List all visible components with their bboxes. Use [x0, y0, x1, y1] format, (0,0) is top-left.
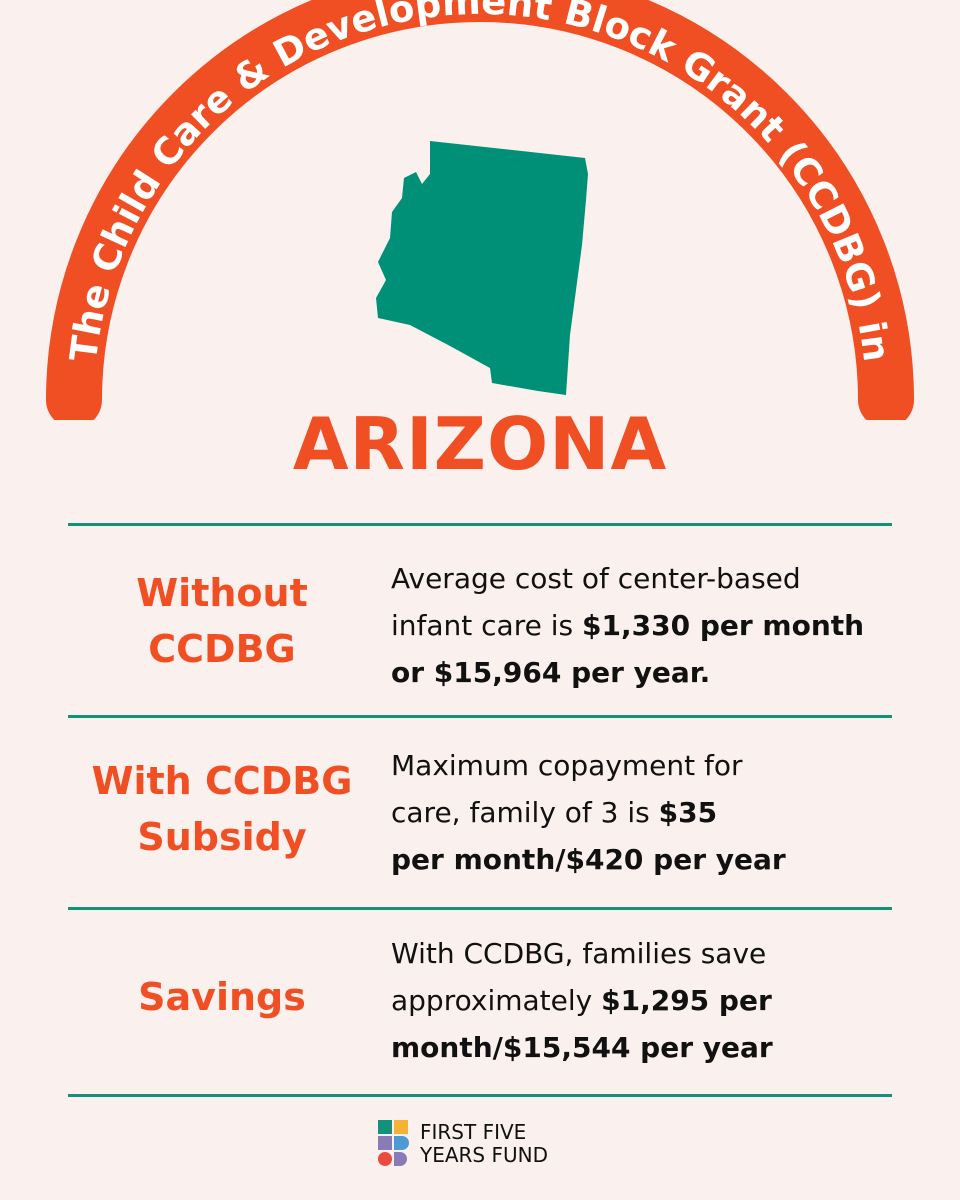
divider-bottom [68, 1094, 892, 1097]
divider-top [68, 523, 892, 526]
desc-line: per month/$420 per year [391, 843, 786, 876]
desc-line: care, family of 3 is $35 [391, 796, 718, 829]
desc-line: approximately $1,295 per [391, 984, 772, 1017]
desc-line: or $15,964 per year. [391, 656, 711, 689]
row-label-line: Savings [138, 975, 306, 1019]
divider-1 [68, 715, 892, 718]
desc-line: With CCDBG, families save [391, 937, 767, 970]
row-desc-without-ccdbg: Average cost of center-based infant care… [391, 555, 911, 696]
desc-line: Maximum copayment for [391, 749, 743, 782]
row-label-line: With CCDBG [91, 759, 353, 803]
logo-line: YEARS FUND [420, 1143, 548, 1167]
row-label-without-ccdbg: Without CCDBG [68, 565, 376, 677]
logo-text: FIRST FIVE YEARS FUND [420, 1121, 548, 1167]
divider-2 [68, 907, 892, 910]
desc-line: Average cost of center-based [391, 562, 801, 595]
arc-banner: The Child Care & Development Block Grant… [46, 0, 914, 420]
arc-band [46, 0, 914, 420]
row-desc-with-ccdbg-subsidy: Maximum copayment for care, family of 3 … [391, 742, 911, 883]
logo-line: FIRST FIVE [420, 1120, 527, 1144]
row-label-line: Subsidy [137, 815, 307, 859]
row-label-line: CCDBG [148, 627, 296, 671]
desc-line: infant care is $1,330 per month [391, 609, 865, 642]
desc-line: month/$15,544 per year [391, 1031, 773, 1064]
arizona-map-icon [376, 141, 588, 395]
row-label-with-ccdbg-subsidy: With CCDBG Subsidy [68, 753, 376, 865]
first-five-years-fund-logo-icon [378, 1120, 409, 1166]
state-name: ARIZONA [292, 402, 668, 486]
row-label-line: Without [136, 571, 308, 615]
row-desc-savings: With CCDBG, families save approximately … [391, 930, 911, 1071]
row-label-savings: Savings [68, 969, 376, 1025]
